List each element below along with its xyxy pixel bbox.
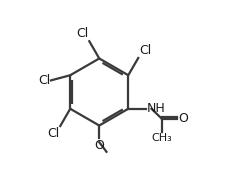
Text: O: O xyxy=(178,112,188,125)
Text: NH: NH xyxy=(147,102,166,115)
Text: Cl: Cl xyxy=(139,44,151,56)
Text: Cl: Cl xyxy=(38,74,50,87)
Text: CH₃: CH₃ xyxy=(151,133,172,143)
Text: O: O xyxy=(94,139,104,152)
Text: Cl: Cl xyxy=(76,27,88,40)
Text: Cl: Cl xyxy=(47,128,59,140)
